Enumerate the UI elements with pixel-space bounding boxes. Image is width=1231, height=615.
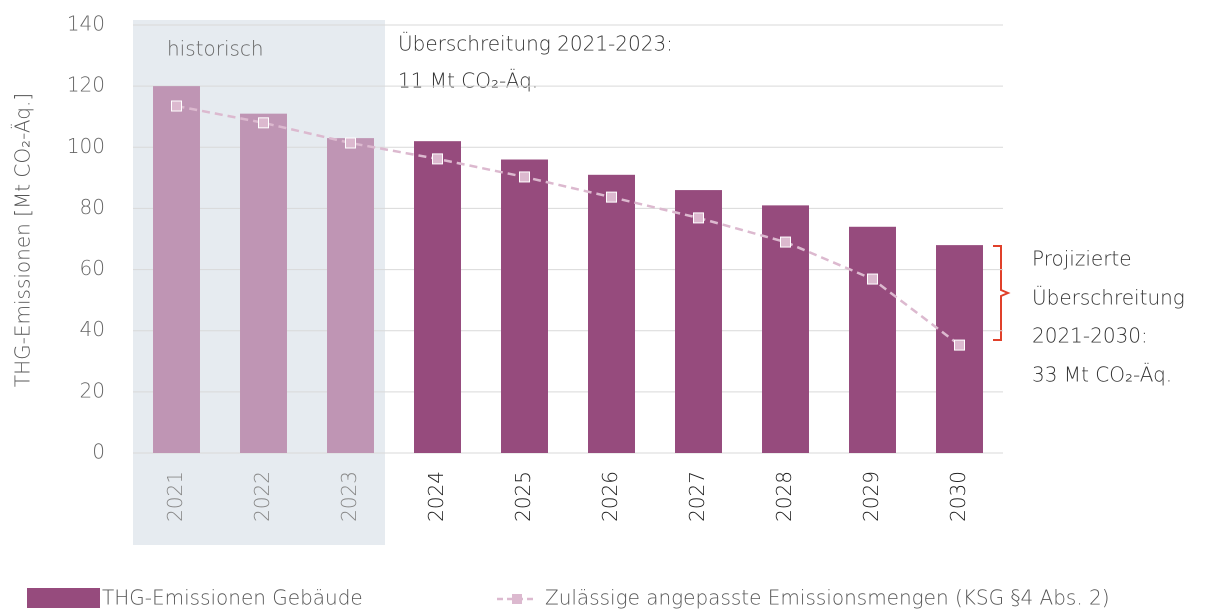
x-tick-label: 2023 <box>337 471 361 522</box>
x-tick-label: 2028 <box>772 471 796 522</box>
annotation-line: 2021-2030: <box>1032 324 1148 348</box>
legend-swatch <box>512 594 522 604</box>
annotation-line: 33 Mt CO₂-Äq. <box>1032 363 1172 387</box>
annotation-line: Überschreitung 2021-2023: <box>398 32 673 56</box>
y-tick-label: 80 <box>80 195 105 219</box>
x-tick-label: 2024 <box>424 471 448 522</box>
marker <box>432 153 443 165</box>
bar <box>588 174 635 454</box>
legend-label: Zulässige angepasste Emissionsmengen (KS… <box>545 586 1110 610</box>
y-tick-label: 0 <box>92 440 105 464</box>
marker <box>519 171 530 183</box>
bar <box>327 138 374 453</box>
bar <box>849 226 896 453</box>
annotation-line: Überschreitung <box>1032 286 1185 310</box>
y-tick-label: 60 <box>80 256 105 280</box>
x-tick-label: 2026 <box>598 471 622 522</box>
marker <box>258 117 269 129</box>
historic-label: historisch <box>167 37 264 61</box>
annotation-line: 11 Mt CO₂-Äq. <box>398 69 538 93</box>
bar <box>240 113 287 454</box>
x-tick-label: 2022 <box>250 471 274 522</box>
annotation-line: Projizierte <box>1032 247 1132 271</box>
y-tick-label: 140 <box>67 12 105 36</box>
marker <box>780 236 791 248</box>
marker <box>345 137 356 149</box>
marker <box>954 339 965 351</box>
y-tick-label: 40 <box>80 317 105 341</box>
x-tick-label: 2025 <box>511 471 535 522</box>
x-tick-label: 2029 <box>859 471 883 522</box>
y-axis-label: THG-Emissionen [Mt CO₂-Äq.] <box>11 93 35 387</box>
bar <box>501 159 548 453</box>
y-tick-label: 120 <box>67 73 105 97</box>
y-tick-label: 20 <box>80 378 105 402</box>
line <box>176 104 961 347</box>
x-tick-label: 2021 <box>163 471 187 522</box>
bracket <box>993 245 1011 341</box>
legend-swatch <box>27 588 100 608</box>
marker <box>606 191 617 203</box>
bar <box>414 141 461 453</box>
y-tick-label: 100 <box>67 134 105 158</box>
marker <box>867 273 878 285</box>
marker <box>171 100 182 112</box>
x-tick-label: 2030 <box>946 471 970 522</box>
marker <box>693 212 704 224</box>
bar <box>153 86 200 454</box>
x-tick-label: 2027 <box>685 471 709 522</box>
legend-label: THG-Emissionen Gebäude <box>102 586 363 610</box>
bar <box>675 190 722 454</box>
